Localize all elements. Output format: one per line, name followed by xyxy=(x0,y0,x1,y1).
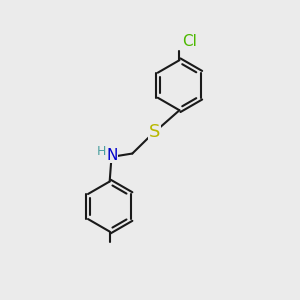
Text: Cl: Cl xyxy=(182,34,197,49)
Text: H: H xyxy=(97,145,106,158)
Text: N: N xyxy=(106,148,117,163)
Text: S: S xyxy=(149,123,160,141)
